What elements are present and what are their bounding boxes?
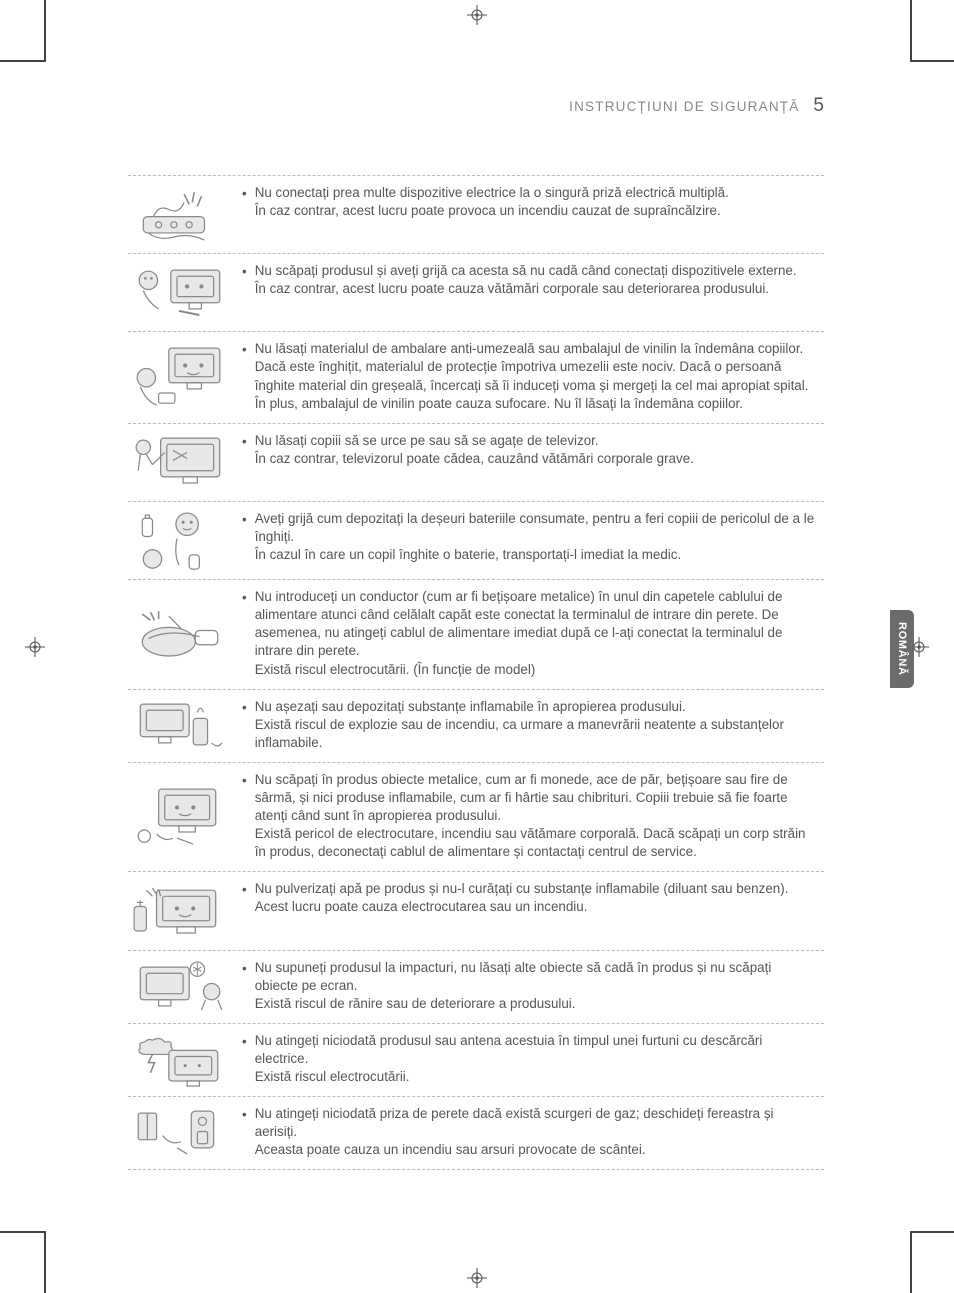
- safety-text: •Nu introduceți un conductor (cum ar fi …: [236, 586, 824, 682]
- gas-leak-icon: [128, 1103, 236, 1163]
- conductor-cable-icon: [128, 586, 236, 682]
- safety-text: •Nu scăpați produsul și aveți grijă ca a…: [236, 260, 824, 325]
- crop-mark: [910, 60, 954, 62]
- language-tab: ROMÂNĂ: [890, 610, 914, 688]
- safety-text: •Nu așezați sau depozitați substanțe inf…: [236, 696, 824, 756]
- page-header: INSTRUCȚIUNI DE SIGURANȚĂ 5: [128, 95, 824, 117]
- safety-row: •Nu atingeți niciodată priza de perete d…: [128, 1097, 824, 1170]
- safety-text: •Nu pulverizați apă pe produs și nu-l cu…: [236, 878, 824, 943]
- section-title: INSTRUCȚIUNI DE SIGURANȚĂ: [569, 99, 799, 114]
- safety-rows: •Nu conectați prea multe dispozitive ele…: [128, 175, 824, 1170]
- safety-row: •Nu supuneți produsul la impacturi, nu l…: [128, 951, 824, 1024]
- crop-mark: [910, 1231, 954, 1233]
- crop-mark: [910, 1231, 912, 1293]
- safety-row: •Nu lăsați materialul de ambalare anti-u…: [128, 332, 824, 423]
- page-number: 5: [813, 95, 824, 117]
- climb-tv-icon: [128, 430, 236, 495]
- safety-text: •Nu supuneți produsul la impacturi, nu l…: [236, 957, 824, 1017]
- lightning-storm-icon: [128, 1030, 236, 1090]
- registration-mark-icon: [467, 5, 487, 25]
- overloaded-socket-icon: [128, 182, 236, 247]
- impact-tv-icon: [128, 957, 236, 1017]
- safety-row: •Aveți grijă cum depozitați la deșeuri b…: [128, 502, 824, 580]
- safety-text: •Nu lăsați materialul de ambalare anti-u…: [236, 338, 824, 416]
- safety-text: •Nu lăsați copiii să se urce pe sau să s…: [236, 430, 824, 495]
- safety-row: •Nu pulverizați apă pe produs și nu-l cu…: [128, 872, 824, 950]
- safety-row: •Nu așezați sau depozitați substanțe inf…: [128, 690, 824, 763]
- safety-row: •Nu atingeți niciodată produsul sau ante…: [128, 1024, 824, 1097]
- spray-water-icon: [128, 878, 236, 943]
- safety-row: •Nu conectați prea multe dispozitive ele…: [128, 176, 824, 254]
- drop-tv-icon: [128, 260, 236, 325]
- crop-mark: [0, 1231, 46, 1233]
- safety-text: •Nu atingeți niciodată priza de perete d…: [236, 1103, 824, 1163]
- safety-row: •Nu scăpați în produs obiecte metalice, …: [128, 763, 824, 872]
- safety-row: •Nu introduceți un conductor (cum ar fi …: [128, 580, 824, 689]
- registration-mark-icon: [25, 637, 45, 657]
- safety-row: •Nu scăpați produsul și aveți grijă ca a…: [128, 254, 824, 332]
- crop-mark: [44, 1231, 46, 1293]
- safety-text: •Aveți grijă cum depozitați la deșeuri b…: [236, 508, 824, 573]
- safety-text: •Nu scăpați în produs obiecte metalice, …: [236, 769, 824, 865]
- crop-mark: [44, 0, 46, 62]
- safety-row: •Nu lăsați copiii să se urce pe sau să s…: [128, 424, 824, 502]
- crop-mark: [910, 0, 912, 62]
- battery-disposal-icon: [128, 508, 236, 573]
- page-body: INSTRUCȚIUNI DE SIGURANȚĂ 5 •Nu conectaț…: [128, 95, 824, 1170]
- flammable-near-icon: [128, 696, 236, 756]
- metal-objects-icon: [128, 769, 236, 865]
- registration-mark-icon: [467, 1268, 487, 1288]
- packaging-children-icon: [128, 338, 236, 416]
- safety-text: •Nu atingeți niciodată produsul sau ante…: [236, 1030, 824, 1090]
- crop-mark: [0, 60, 46, 62]
- safety-text: •Nu conectați prea multe dispozitive ele…: [236, 182, 824, 247]
